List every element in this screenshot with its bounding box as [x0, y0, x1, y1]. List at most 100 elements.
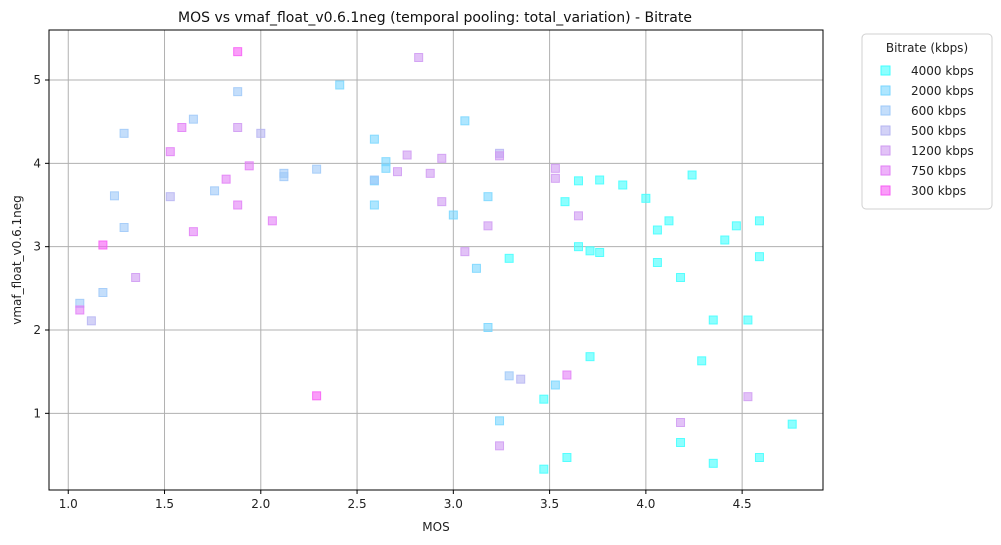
x-tick-label: 3.5 [540, 497, 559, 511]
x-tick-label: 4.5 [733, 497, 752, 511]
data-point [495, 441, 505, 451]
data-point [75, 305, 85, 315]
data-point [437, 153, 447, 163]
data-point [787, 419, 797, 429]
data-point [177, 123, 187, 132]
data-point [188, 227, 198, 237]
x-tick-label: 2.5 [348, 497, 367, 511]
data-point [369, 200, 379, 210]
data-point [550, 173, 560, 183]
data-point [562, 453, 572, 462]
data-point [392, 167, 402, 177]
data-point [483, 221, 493, 231]
data-point [504, 371, 514, 381]
data-point [743, 392, 753, 402]
data-point [708, 315, 718, 325]
data-point [720, 235, 730, 245]
data-point [573, 211, 583, 221]
data-point [483, 323, 493, 332]
data-point [595, 248, 605, 257]
legend-marker [880, 85, 891, 96]
data-point [425, 168, 435, 178]
y-tick-label: 3 [33, 240, 41, 254]
legend-label: 4000 kbps [911, 64, 974, 78]
data-point [697, 356, 707, 366]
data-point [414, 53, 424, 62]
data-point [550, 380, 560, 390]
grid-lines [49, 30, 823, 490]
legend-title: Bitrate (kbps) [886, 41, 968, 55]
data-point [221, 174, 231, 184]
legend-marker [880, 105, 891, 116]
legend-items: 4000 kbps 2000 kbps 600 kbps 500 kbps 1200 k… [880, 64, 974, 198]
data-point [312, 164, 322, 174]
data-point [86, 316, 96, 326]
data-point [754, 453, 764, 462]
data-point [495, 151, 505, 161]
legend-label: 500 kbps [911, 124, 966, 138]
data-point [233, 47, 243, 57]
x-axis: 1.0 1.5 2.0 2.5 3.0 3.5 4.0 4.5 [59, 490, 752, 511]
legend-label: 300 kbps [911, 184, 966, 198]
y-axis-label: vmaf_float_v0.6.1neg [10, 195, 24, 325]
legend-label: 600 kbps [911, 104, 966, 118]
data-point [573, 176, 583, 186]
data-points [75, 47, 797, 474]
legend-marker [880, 185, 891, 196]
y-tick-label: 5 [33, 73, 41, 87]
data-point [652, 225, 662, 235]
y-tick-label: 2 [33, 323, 41, 337]
data-point [460, 116, 470, 126]
data-point [539, 464, 549, 474]
x-tick-label: 3.0 [444, 497, 463, 511]
data-point [233, 123, 243, 132]
data-point [652, 258, 662, 267]
data-point [641, 193, 651, 203]
data-point [754, 216, 764, 226]
legend-label: 750 kbps [911, 164, 966, 178]
data-point [550, 163, 560, 173]
data-point [562, 370, 572, 380]
data-point [708, 458, 718, 468]
data-point [495, 416, 505, 426]
data-point [381, 163, 391, 173]
legend-marker [880, 165, 891, 176]
data-point [98, 288, 108, 297]
data-point [471, 263, 481, 273]
data-point [618, 180, 628, 190]
data-point [754, 252, 764, 262]
x-tick-label: 1.0 [59, 497, 78, 511]
legend: Bitrate (kbps) 4000 kbps 2000 kbps 600 kbp… [861, 33, 993, 210]
legend-marker [880, 125, 891, 136]
data-point [98, 240, 108, 250]
x-tick-label: 4.0 [636, 497, 655, 511]
chart-title: MOS vs vmaf_float_v0.6.1neg (temporal po… [178, 10, 692, 26]
legend-frame [861, 33, 993, 210]
data-point [585, 246, 595, 256]
data-point [483, 192, 493, 202]
data-point [402, 150, 412, 160]
data-point [233, 87, 243, 97]
data-point [188, 114, 198, 124]
data-point [676, 273, 686, 282]
data-point [119, 128, 129, 138]
legend-label: 1200 kbps [911, 144, 974, 158]
data-point [267, 216, 277, 226]
y-axis: 1 2 3 4 5 [33, 73, 49, 420]
data-point [460, 247, 470, 257]
data-point [369, 175, 379, 185]
data-point [595, 175, 605, 185]
data-point [573, 242, 583, 252]
data-point [256, 128, 266, 138]
x-axis-label: MOS [422, 520, 449, 534]
data-point [539, 394, 549, 404]
data-point [437, 197, 447, 207]
data-point [312, 391, 322, 401]
data-point [743, 315, 753, 325]
data-point [279, 172, 289, 182]
data-point [731, 221, 741, 231]
data-point [131, 273, 141, 282]
data-point [119, 223, 129, 232]
legend-marker [880, 65, 891, 76]
